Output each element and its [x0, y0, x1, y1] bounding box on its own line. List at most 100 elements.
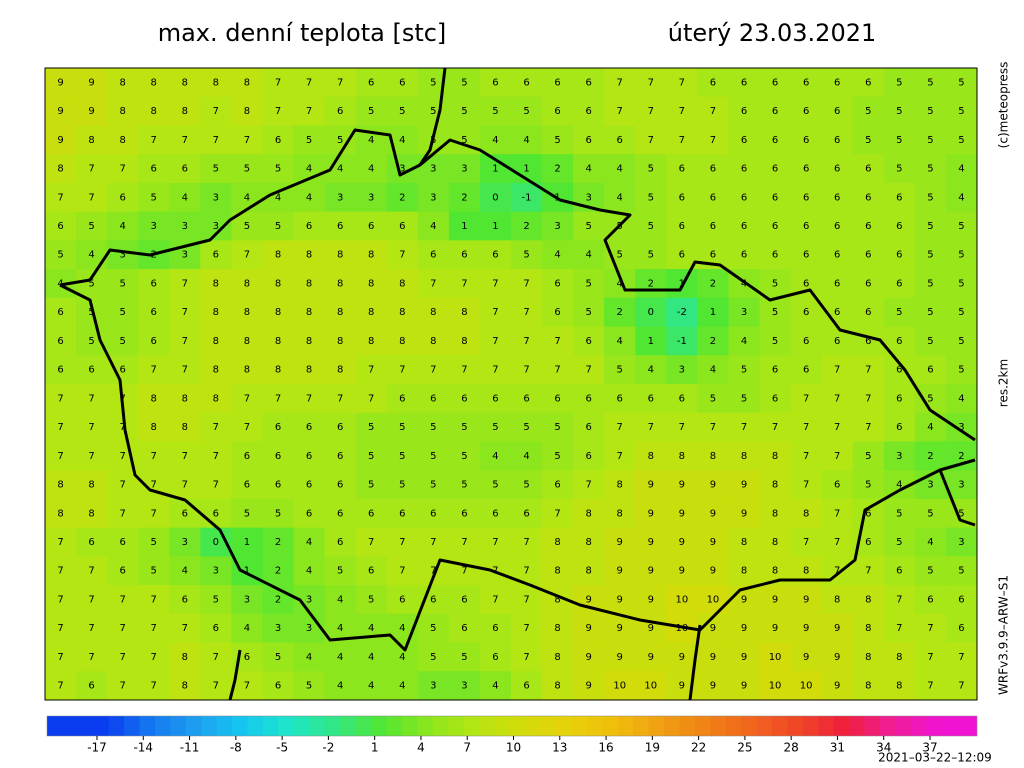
- temperature-cell: [324, 412, 357, 442]
- temperature-value: 6: [430, 250, 436, 261]
- temperature-cell: [262, 297, 295, 328]
- temperature-value: 6: [803, 307, 809, 318]
- temperature-value: 5: [896, 508, 902, 519]
- temperature-cell: [573, 498, 605, 529]
- temperature-cell: [666, 585, 698, 615]
- temperature-value: 6: [648, 393, 654, 404]
- temperature-value: 1: [244, 537, 250, 548]
- temperature-cell: [666, 527, 698, 557]
- temperature-value: 7: [57, 594, 63, 605]
- temperature-value: 6: [213, 250, 219, 261]
- temperature-cell: [386, 269, 419, 299]
- temperature-value: 6: [834, 164, 840, 175]
- temperature-value: 4: [337, 652, 343, 663]
- temperature-value: 6: [119, 192, 125, 203]
- temperature-cell: [852, 240, 885, 270]
- temperature-value: 6: [337, 451, 343, 462]
- temperature-value: 9: [741, 594, 747, 605]
- temperature-cell: [262, 96, 295, 126]
- temperature-value: 6: [865, 537, 871, 548]
- temperature-cell: [45, 585, 77, 615]
- temperature-value: 5: [523, 106, 529, 117]
- temperature-value: 8: [275, 307, 281, 318]
- temperature-cell: [728, 326, 761, 356]
- temperature-cell: [76, 527, 108, 557]
- temperature-value: 8: [461, 336, 467, 347]
- temperature-cell: [759, 326, 792, 356]
- temperature-cell: [169, 384, 201, 414]
- temperature-value: 6: [834, 77, 840, 88]
- temperature-value: 4: [399, 623, 405, 634]
- temperature-value: 5: [958, 135, 964, 146]
- temperature-value: 5: [399, 422, 405, 433]
- temperature-cell: [511, 412, 543, 442]
- temperature-cell: [200, 412, 232, 442]
- temperature-cell: [666, 68, 698, 98]
- temperature-value: 8: [88, 135, 94, 146]
- temperature-value: 2: [648, 278, 654, 289]
- temperature-value: 4: [958, 164, 964, 175]
- temperature-cell: [107, 613, 139, 644]
- temperature-value: 6: [865, 336, 871, 347]
- temperature-cell: [697, 154, 729, 184]
- temperature-cell: [759, 498, 792, 529]
- temperature-cell: [448, 498, 481, 529]
- temperature-value: 8: [88, 480, 94, 491]
- temperature-cell: [293, 240, 326, 270]
- temperature-value: 5: [554, 422, 560, 433]
- temperature-value: 9: [88, 77, 94, 88]
- temperature-cell: [231, 154, 263, 184]
- temperature-value: 7: [182, 480, 188, 491]
- temperature-value: 3: [679, 365, 685, 376]
- colorbar-segment: [972, 716, 977, 736]
- number-layer: 9 9 8 8 8 8 8 7 7 7 6 6 5 5 6 6 6 6 7 7 7 6 6 6 6 6 6 5 5 5 9 9 8 8 8 7 8 7 7 6…: [57, 77, 964, 691]
- temperature-cell: [790, 182, 823, 213]
- colorbar-segment: [648, 716, 665, 736]
- temperature-value: 7: [306, 106, 312, 117]
- temperature-value: 6: [492, 508, 498, 519]
- temperature-value: 7: [151, 480, 157, 491]
- temperature-cell: [107, 240, 139, 270]
- temperature-cell: [759, 355, 792, 385]
- temperature-value: 4: [554, 250, 560, 261]
- colorbar-segment: [586, 716, 603, 736]
- temperature-value: 6: [399, 77, 405, 88]
- temperature-value: 8: [679, 451, 685, 462]
- temperature-value: 8: [803, 508, 809, 519]
- temperature-value: 7: [88, 566, 94, 577]
- temperature-cell: [76, 269, 108, 299]
- temperature-value: 5: [865, 135, 871, 146]
- colorbar-tick-label: 22: [691, 741, 706, 755]
- temperature-cell: [200, 240, 232, 270]
- temperature-value: 3: [554, 221, 560, 232]
- temperature-cell: [479, 269, 512, 299]
- temperature-value: 1: [492, 164, 498, 175]
- temperature-cell: [945, 326, 978, 356]
- colorbar-segment: [571, 716, 588, 736]
- temperature-value: 5: [88, 278, 94, 289]
- temperature-cell: [635, 527, 667, 557]
- temperature-cell: [262, 355, 295, 385]
- temperature-value: 5: [275, 652, 281, 663]
- temperature-value: 7: [151, 652, 157, 663]
- colorbar-segment: [540, 716, 557, 736]
- temperature-value: 7: [834, 537, 840, 548]
- temperature-value: 5: [337, 135, 343, 146]
- temperature-value: 6: [461, 250, 467, 261]
- temperature-value: 8: [275, 278, 281, 289]
- colorbar-segment: [802, 716, 819, 736]
- temperature-cell: [511, 498, 543, 529]
- temperature-cell: [355, 498, 388, 529]
- temperature-value: 6: [88, 681, 94, 692]
- temperature-cell: [293, 527, 326, 557]
- temperature-cell: [324, 182, 357, 213]
- temperature-cell: [542, 96, 574, 126]
- temperature-cell: [883, 642, 916, 672]
- temperature-cell: [417, 240, 450, 270]
- temperature-cell: [511, 240, 543, 270]
- temperature-cell: [293, 182, 326, 213]
- temperature-cell: [542, 211, 574, 241]
- temperature-value: 8: [337, 365, 343, 376]
- temperature-cell: [386, 441, 419, 471]
